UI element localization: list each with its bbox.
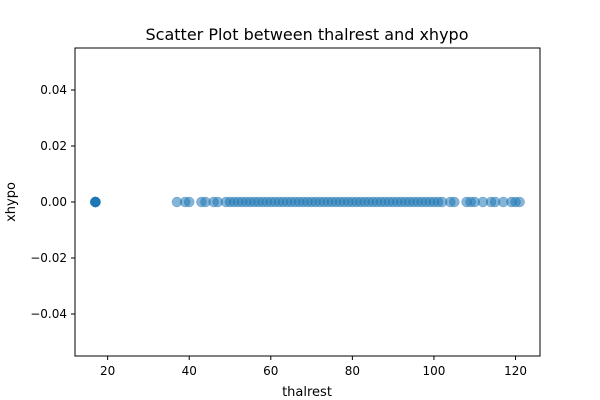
x-tick-label: 60	[263, 364, 278, 378]
x-axis-ticks: 20 40 60 80 100 120	[100, 356, 527, 378]
data-point	[90, 196, 101, 208]
data-point	[449, 196, 460, 208]
y-tick-label: 0.00	[40, 195, 67, 209]
data-point	[514, 196, 525, 208]
y-axis-label: xhypo	[4, 182, 19, 222]
x-axis-label: thalrest	[282, 385, 332, 400]
x-tick-label: 100	[422, 364, 445, 378]
y-tick-label: 0.02	[40, 139, 67, 153]
y-tick-label: −0.02	[30, 251, 67, 265]
x-tick-label: 80	[345, 364, 360, 378]
y-tick-label: 0.04	[40, 83, 67, 97]
x-tick-label: 40	[182, 364, 197, 378]
y-axis-ticks: −0.04 −0.02 0.00 0.02 0.04	[30, 83, 75, 321]
x-tick-label: 120	[504, 364, 527, 378]
y-tick-label: −0.04	[30, 307, 67, 321]
chart-title: Scatter Plot between thalrest and xhypo	[146, 25, 469, 44]
data-point	[183, 196, 195, 208]
x-tick-label: 20	[100, 364, 115, 378]
data-points	[90, 196, 525, 208]
